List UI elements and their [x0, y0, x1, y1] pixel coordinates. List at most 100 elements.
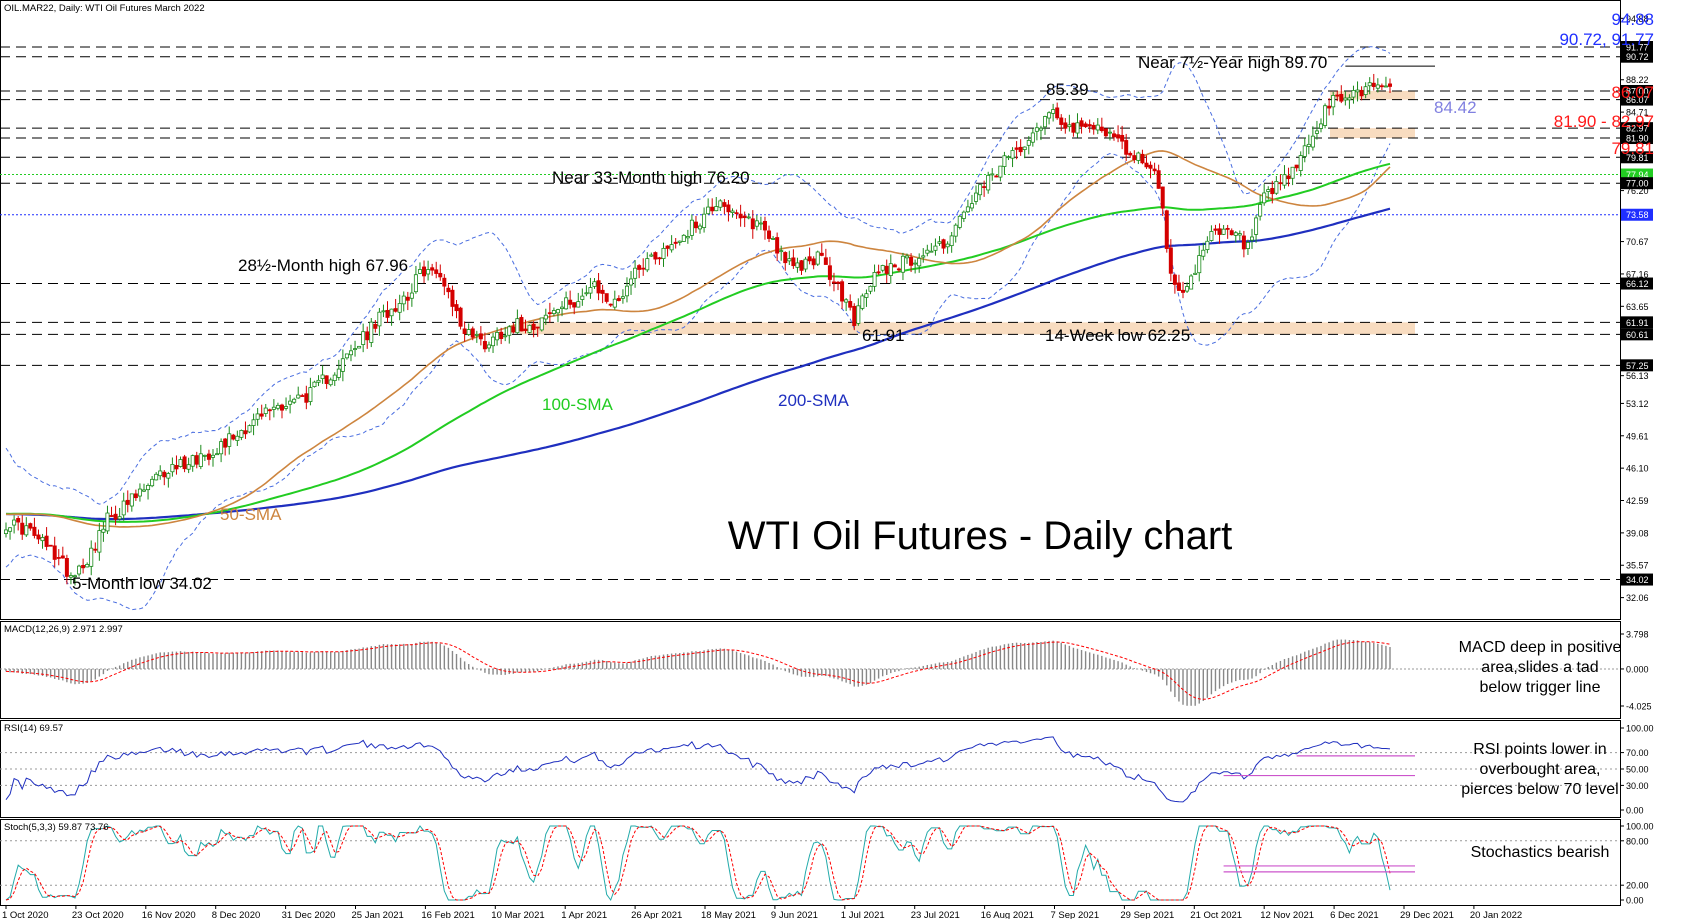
- candle: [202, 454, 207, 461]
- candle: [129, 493, 134, 512]
- candle-body: [117, 516, 122, 520]
- candle: [872, 264, 877, 292]
- candle-body: [284, 406, 289, 409]
- candle: [12, 515, 17, 534]
- candle: [608, 303, 613, 307]
- candle: [93, 542, 98, 553]
- y-tick-box: [1621, 208, 1653, 221]
- candle: [925, 244, 930, 257]
- candle-body: [1209, 231, 1214, 241]
- candle-body: [308, 387, 313, 402]
- candle: [791, 249, 796, 269]
- candle-body: [840, 281, 845, 302]
- candle: [458, 306, 463, 330]
- candle: [1359, 86, 1364, 101]
- y-tick-label: 79.81: [1626, 153, 1649, 163]
- macd-note-line-1: MACD deep in positive: [1459, 639, 1622, 656]
- candle-body: [986, 174, 991, 191]
- candle-body: [519, 317, 524, 332]
- candle-body: [689, 219, 694, 236]
- candle-body: [137, 488, 142, 497]
- candle: [158, 465, 163, 480]
- candle-body: [133, 493, 138, 499]
- candle: [953, 223, 958, 243]
- candle: [698, 223, 703, 234]
- candle-body: [1245, 242, 1250, 249]
- candle-body: [328, 379, 333, 386]
- candle-body: [965, 206, 970, 213]
- macd-indicator: 3.798 0.000 -4.025: [0, 630, 1652, 712]
- x-tick-label: 16 Nov 2020: [142, 910, 196, 919]
- candle-body: [1164, 210, 1169, 249]
- candle: [210, 449, 215, 467]
- candle: [239, 429, 244, 441]
- candle-body: [949, 235, 954, 247]
- right-label-90-91: 90.72, 91.77: [1559, 30, 1654, 49]
- y-tick-box: [1621, 277, 1653, 290]
- y-tick-label: 77.94: [1626, 170, 1649, 180]
- candle-body: [860, 295, 865, 309]
- candle-body: [746, 216, 751, 219]
- candle: [1319, 118, 1324, 133]
- candle: [150, 475, 155, 488]
- candle-body: [921, 255, 926, 258]
- candle: [1225, 224, 1230, 239]
- candle-body: [681, 234, 686, 242]
- candle: [580, 288, 585, 306]
- candle: [72, 574, 77, 586]
- candle-body: [215, 453, 220, 456]
- candle: [235, 430, 240, 447]
- candle: [231, 433, 236, 441]
- right-label-81-90-82-97: 81.90 - 82.97: [1554, 112, 1654, 131]
- candle-body: [620, 296, 625, 299]
- candle: [803, 256, 808, 273]
- candle-body: [1363, 86, 1368, 95]
- candle: [693, 215, 698, 233]
- candle-body: [1075, 122, 1080, 134]
- candle-body: [154, 473, 159, 481]
- candle-body: [1331, 95, 1336, 108]
- x-tick-label: 26 Apr 2021: [631, 910, 682, 919]
- candle-body: [1087, 124, 1092, 127]
- y-tick-box: [1621, 316, 1653, 329]
- candle-body: [677, 240, 682, 243]
- candle-body: [1197, 255, 1202, 274]
- candle: [478, 326, 483, 346]
- candle: [28, 522, 33, 531]
- candle: [401, 291, 406, 312]
- candle-body: [1225, 228, 1230, 230]
- candle-body: [762, 220, 767, 231]
- candle: [1030, 128, 1035, 147]
- candle-body: [48, 544, 53, 547]
- candle: [369, 318, 374, 348]
- y-tick-box: [1621, 151, 1653, 164]
- candle-body: [852, 305, 857, 326]
- annotation-61-91: 61.91: [862, 326, 905, 345]
- candle: [109, 506, 114, 517]
- candle: [60, 546, 65, 559]
- candle: [539, 317, 544, 332]
- candle: [665, 245, 670, 257]
- candle: [125, 490, 130, 513]
- candle: [852, 303, 857, 331]
- candle: [836, 280, 841, 291]
- candle: [1034, 122, 1039, 141]
- candle-body: [1274, 181, 1279, 194]
- candle: [795, 257, 800, 273]
- candle-body: [649, 254, 654, 257]
- candle: [1107, 128, 1112, 141]
- candle-body: [158, 470, 163, 477]
- candle: [1116, 125, 1121, 143]
- y-tick-box: [1621, 50, 1653, 63]
- candle-body: [373, 323, 378, 329]
- candle: [986, 171, 991, 194]
- candle: [1331, 91, 1336, 116]
- candle-body: [1047, 112, 1052, 119]
- candle: [783, 251, 788, 271]
- candle: [243, 421, 248, 439]
- candle-body: [531, 323, 536, 330]
- candle-body: [499, 331, 504, 340]
- x-tick-label: 12 Nov 2021: [1260, 910, 1314, 919]
- candle: [771, 235, 776, 240]
